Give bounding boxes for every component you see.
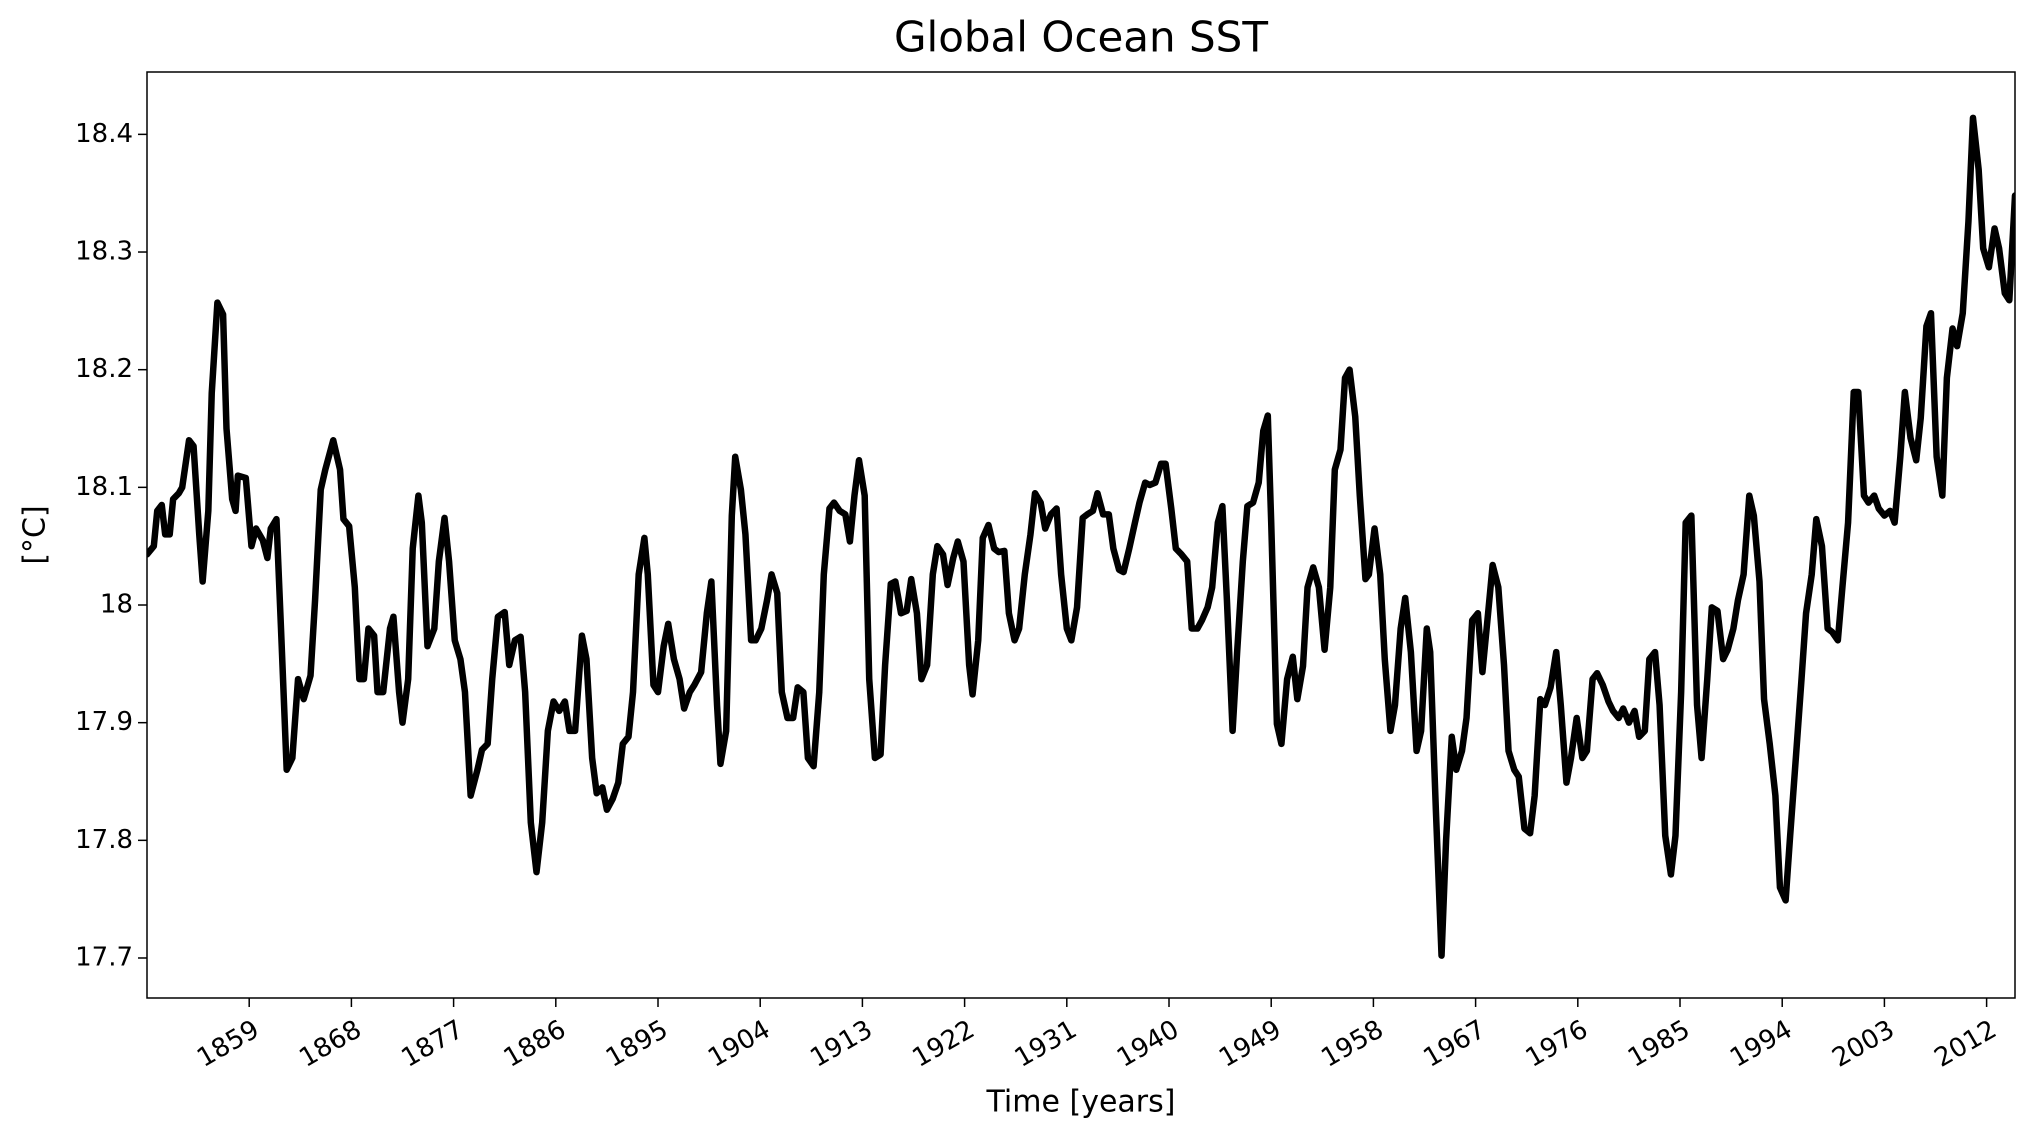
- y-tick-label: 17.9: [75, 707, 133, 737]
- x-tick-label: 1985: [1623, 1015, 1695, 1074]
- x-tick-label: 1904: [703, 1015, 775, 1074]
- x-tick-label: 1895: [601, 1015, 673, 1074]
- x-tick-label: 1922: [908, 1015, 980, 1074]
- x-axis-label: Time [years]: [986, 1085, 1176, 1120]
- chart-title: Global Ocean SST: [894, 13, 1268, 62]
- y-tick-label: 18.3: [75, 237, 133, 267]
- x-tick-label: 1967: [1419, 1015, 1491, 1074]
- x-tick-label: 1859: [192, 1015, 264, 1074]
- y-tick-label: 18.1: [75, 472, 133, 502]
- x-tick-label: 1886: [499, 1015, 571, 1074]
- y-tick-label: 18.2: [75, 354, 133, 384]
- y-tick-label: 18.4: [75, 119, 133, 149]
- y-axis-label: [°C]: [18, 505, 53, 564]
- x-tick-label: 2012: [1930, 1015, 2002, 1074]
- x-tick-label: 1949: [1214, 1015, 1286, 1074]
- x-tick-label: 1877: [397, 1015, 469, 1074]
- x-tick-label: 1976: [1521, 1015, 1593, 1074]
- x-tick-label: 1958: [1316, 1015, 1388, 1074]
- plot-frame: [146, 71, 2016, 999]
- x-tick-label: 1913: [805, 1015, 877, 1074]
- x-tick-label: 1994: [1725, 1015, 1797, 1074]
- sst-line: [147, 114, 2015, 959]
- x-tick-label: 1868: [294, 1015, 366, 1074]
- y-tick-label: 17.8: [75, 825, 133, 855]
- y-tick-label: 18: [100, 590, 133, 620]
- x-tick-label: 2003: [1827, 1015, 1899, 1074]
- x-tick-label: 1940: [1112, 1015, 1184, 1074]
- x-tick-label: 1931: [1010, 1015, 1082, 1074]
- y-tick-label: 17.7: [75, 942, 133, 972]
